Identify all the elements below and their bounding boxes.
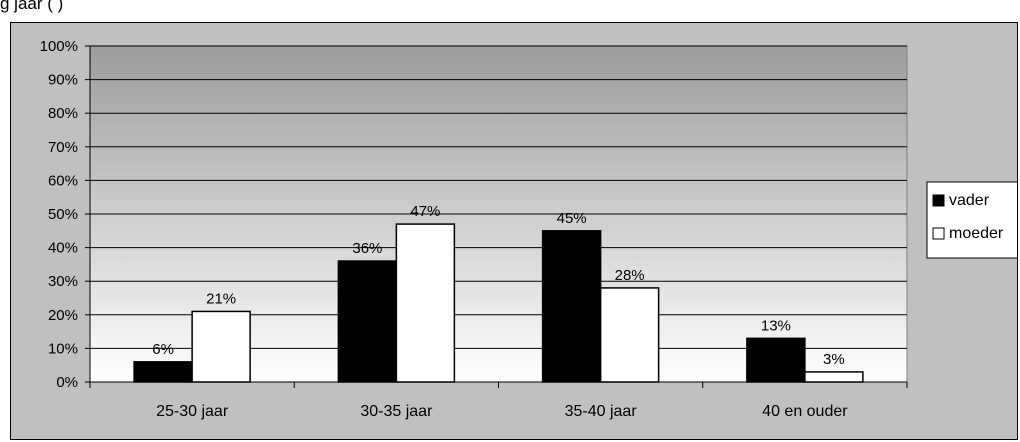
bar-moeder [804, 371, 864, 383]
y-tick-label: 100% [40, 38, 78, 55]
bar-moeder [395, 223, 456, 383]
x-tick-label: 30-35 jaar [360, 403, 433, 420]
y-tick-label: 0% [56, 374, 78, 391]
data-label: 21% [206, 290, 236, 307]
bar-moeder [191, 310, 251, 383]
y-tick-label: 40% [48, 240, 78, 257]
bar-vader [337, 260, 398, 383]
bar-vader [541, 230, 602, 383]
x-tick-label: 40 en ouder [762, 403, 848, 420]
y-tick-label: 60% [48, 172, 78, 189]
data-label: 3% [823, 351, 845, 368]
y-tick-label: 20% [48, 307, 78, 324]
y-tick-label: 80% [48, 105, 78, 122]
legend-swatch-vader [932, 194, 945, 207]
bar-vader [133, 361, 193, 383]
y-tick-label: 50% [48, 206, 78, 223]
legend-label-vader: vader [949, 192, 990, 209]
y-tick-label: 10% [48, 340, 78, 357]
chart-caption: g jaar ( ) [0, 0, 64, 13]
chart-frame: 6% 21% 36% 47% 45% 28% 13% 3% 0% 10% 20% 30% 40% 50%… [10, 22, 1018, 440]
data-label: 13% [761, 317, 791, 334]
y-tick-label: 90% [48, 72, 78, 89]
x-tick-label: 35-40 jaar [565, 403, 638, 420]
data-label: 6% [152, 341, 174, 358]
data-label: 28% [615, 267, 645, 284]
bar-moeder [599, 287, 660, 383]
data-label: 47% [410, 203, 440, 220]
legend-swatch-moeder [932, 227, 945, 240]
x-tick-label: 25-30 jaar [156, 403, 229, 420]
data-label: 36% [352, 240, 382, 257]
bar-vader [746, 337, 806, 383]
data-label: 45% [557, 210, 587, 227]
bar-chart: 6% 21% 36% 47% 45% 28% 13% 3% 0% 10% 20% 30% 40% 50%… [40, 38, 1017, 420]
legend-label-moeder: moeder [949, 225, 1004, 242]
y-tick-label: 70% [48, 139, 78, 156]
y-tick-label: 30% [48, 273, 78, 290]
